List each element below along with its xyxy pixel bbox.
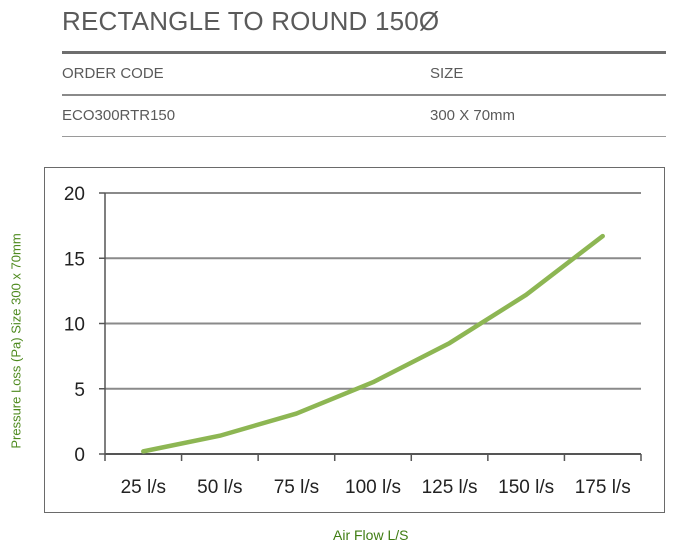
table-bottom-divider: [62, 136, 666, 137]
x-tick-label: 150 l/s: [498, 477, 554, 498]
order-code-value: ECO300RTR150: [62, 107, 176, 124]
x-tick-label: 75 l/s: [274, 477, 319, 498]
y-tick-label: 10: [64, 315, 85, 336]
x-tick-label: 100 l/s: [345, 477, 401, 498]
order-code-header: ORDER CODE: [62, 65, 164, 82]
y-axis-title: Pressure Loss (Pa) Size 300 x 70mm: [8, 233, 24, 449]
y-tick-label: 5: [74, 380, 85, 401]
x-tick-label: 25 l/s: [121, 477, 166, 498]
product-title: RECTANGLE TO ROUND 150Ø: [62, 6, 440, 36]
size-value: 300 X 70mm: [430, 107, 516, 124]
title-divider: [62, 51, 666, 54]
series-line: [141, 233, 605, 454]
y-tick-label: 0: [74, 445, 85, 466]
header-divider: [62, 94, 666, 96]
y-tick-label: 20: [64, 184, 85, 205]
y-tick-label: 15: [64, 249, 85, 270]
x-axis-title: Air Flow L/S: [333, 527, 409, 543]
size-header: SIZE: [430, 65, 464, 82]
chart-frame: [44, 167, 665, 513]
x-tick-label: 125 l/s: [422, 477, 478, 498]
x-tick-label: 50 l/s: [197, 477, 242, 498]
x-tick-label: 175 l/s: [575, 477, 631, 498]
